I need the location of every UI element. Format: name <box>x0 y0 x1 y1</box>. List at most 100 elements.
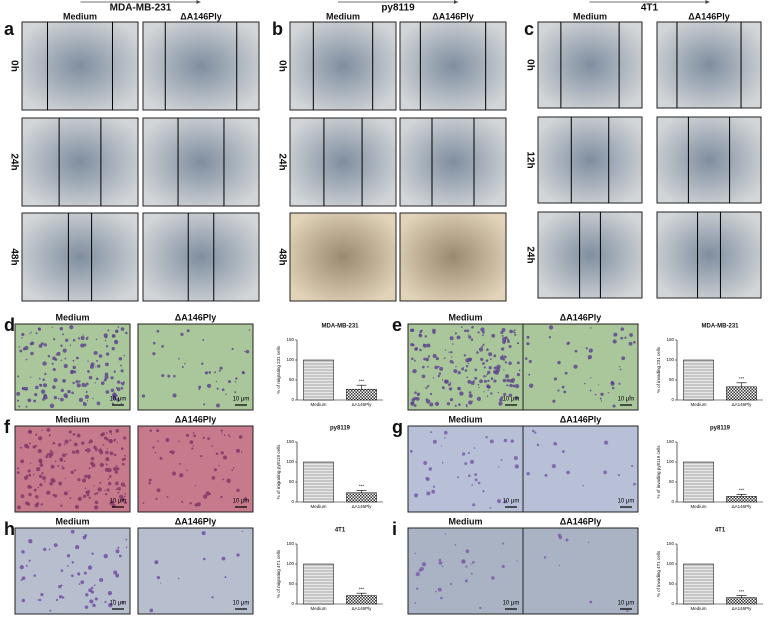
cell <box>599 397 602 400</box>
cell <box>93 485 95 487</box>
micrograph: 10 μm <box>14 323 131 411</box>
cell <box>56 351 61 356</box>
image <box>142 117 260 207</box>
cell <box>471 484 474 486</box>
image <box>21 117 139 207</box>
cell <box>215 452 219 456</box>
chart-title: MDA-MB-231 <box>321 324 359 330</box>
cell <box>65 338 69 342</box>
cell <box>487 370 491 375</box>
cell <box>482 490 485 493</box>
condition-label: Medium <box>448 414 482 424</box>
cell <box>53 378 58 383</box>
cell <box>236 553 240 557</box>
cell <box>105 390 110 394</box>
y-tick-label: 100 <box>666 357 674 362</box>
cell <box>52 451 54 453</box>
cell <box>441 565 444 568</box>
cell <box>455 365 457 368</box>
cell <box>517 342 520 345</box>
cell <box>85 391 88 394</box>
cell <box>617 474 621 477</box>
cell <box>603 470 607 475</box>
cell <box>198 388 201 391</box>
cell <box>424 335 428 338</box>
cell <box>589 389 592 392</box>
cell <box>561 385 565 389</box>
cell <box>123 484 126 487</box>
cell <box>83 402 87 407</box>
cell <box>624 336 627 339</box>
y-tick-label: 150 <box>286 439 294 444</box>
chart-title: 4T1 <box>715 528 726 534</box>
cell <box>441 386 445 390</box>
micrograph: 10 μm <box>522 527 639 615</box>
cell <box>71 391 74 395</box>
cell <box>474 368 478 372</box>
cell <box>444 533 447 535</box>
cell <box>152 352 156 356</box>
cell <box>21 576 26 580</box>
cell <box>99 577 104 582</box>
cell <box>536 443 540 447</box>
cell <box>80 343 85 348</box>
cell <box>110 433 113 435</box>
cell <box>84 534 88 537</box>
cell <box>181 365 184 368</box>
cell <box>465 549 470 554</box>
cell <box>427 355 431 358</box>
cell <box>214 371 217 374</box>
cell <box>72 338 76 342</box>
cell <box>70 574 74 578</box>
cell <box>106 448 108 450</box>
cell <box>40 503 44 506</box>
image <box>537 211 643 299</box>
image <box>522 323 639 411</box>
cell <box>493 379 497 383</box>
cell <box>27 429 32 434</box>
cell <box>514 384 520 389</box>
cell <box>503 355 507 359</box>
cell <box>16 399 20 402</box>
cell <box>154 451 157 454</box>
cell <box>77 337 81 340</box>
cell <box>563 390 567 394</box>
bar <box>303 359 334 401</box>
y-tick-label: 100 <box>286 357 294 362</box>
image <box>522 425 639 513</box>
cell <box>480 327 485 332</box>
cell <box>81 382 86 387</box>
cell <box>52 385 56 389</box>
micrograph <box>289 212 397 302</box>
cell <box>74 504 79 509</box>
image <box>537 116 643 204</box>
cell <box>434 401 440 406</box>
cell <box>37 486 40 489</box>
cell <box>94 382 96 384</box>
cell <box>90 586 94 590</box>
image <box>399 212 507 302</box>
image <box>289 21 397 111</box>
cell <box>502 337 507 342</box>
cell <box>588 348 593 353</box>
cell <box>477 331 480 334</box>
cell <box>116 394 118 397</box>
micrograph: 10 μm <box>522 323 639 411</box>
cell <box>440 445 443 447</box>
cell <box>221 388 225 392</box>
cell <box>468 393 473 398</box>
cell <box>467 452 470 455</box>
cell <box>117 487 121 491</box>
cell <box>47 354 51 358</box>
cell <box>585 347 588 350</box>
cell <box>82 442 85 445</box>
error-bar <box>736 382 747 387</box>
cell <box>108 602 113 608</box>
cell <box>504 361 508 364</box>
cell <box>170 450 175 455</box>
cell <box>610 381 615 386</box>
y-tick-label: 150 <box>666 541 674 546</box>
cell <box>426 491 431 496</box>
cell <box>61 596 65 599</box>
error-bar <box>356 490 367 493</box>
